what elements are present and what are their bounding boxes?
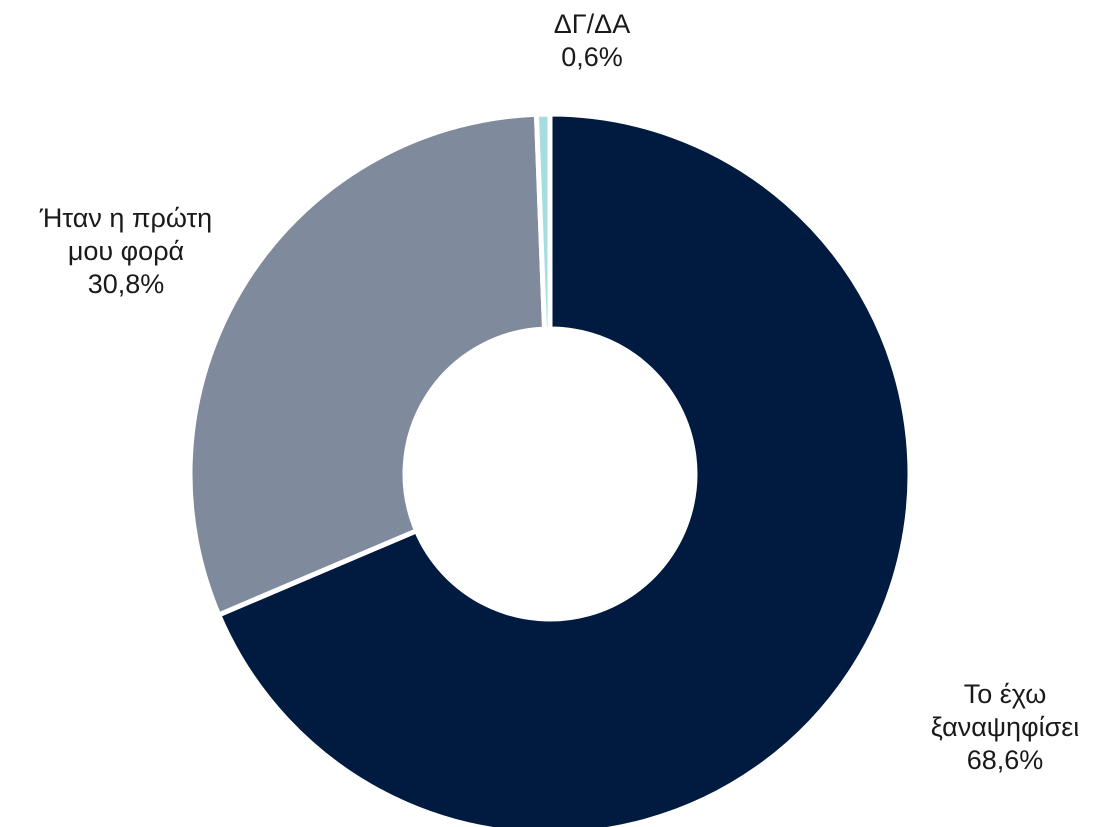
slice-label-line: Ήταν η πρώτη <box>39 203 213 233</box>
slice-value-label: 68,6% <box>966 745 1044 775</box>
slice-value-label: 0,6% <box>561 42 623 72</box>
slice-label-line: ΔΓ/ΔΑ <box>553 9 631 39</box>
slice-revoted <box>215 111 913 827</box>
slice-label-first-time: Ήταν η πρώτη μου φορά 30,8% <box>10 202 242 301</box>
slice-value-label: 30,8% <box>87 269 165 299</box>
slice-first-time <box>187 111 548 619</box>
slice-label-dk-na: ΔΓ/ΔΑ 0,6% <box>492 8 692 74</box>
slice-label-line: μου φορά <box>67 236 185 266</box>
slice-label-line: ξαναψηφίσει <box>930 712 1080 742</box>
slice-label-revoted: Το έχω ξαναψηφίσει 68,6% <box>900 678 1099 777</box>
slice-dk-na <box>533 111 553 332</box>
slice-label-line: Το έχω <box>963 679 1047 709</box>
